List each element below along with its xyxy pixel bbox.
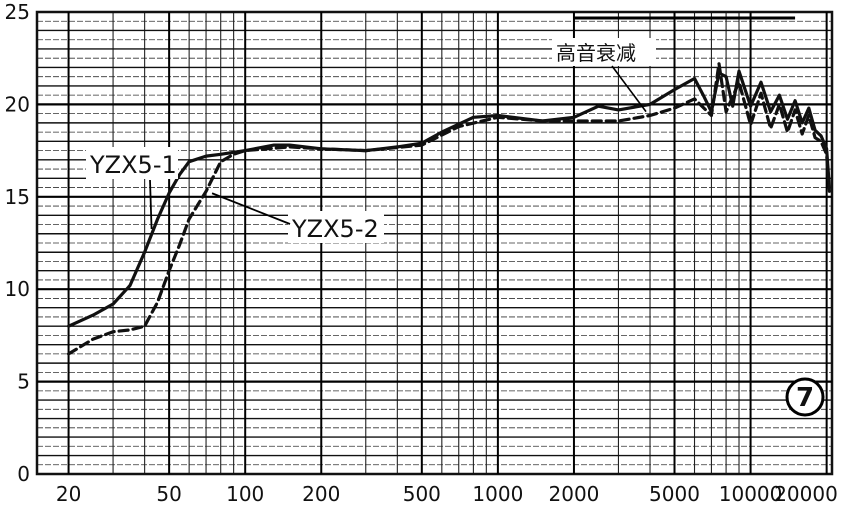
y-tick-label: 5 — [17, 370, 30, 394]
annotation-yzx5-2-bg — [288, 211, 384, 243]
annotation-treble-attenuation: 高音衰减 — [556, 41, 636, 65]
x-tick-label: 1000 — [472, 482, 523, 506]
x-tick-label: 500 — [403, 482, 441, 506]
x-tick-label: 2000 — [549, 482, 600, 506]
series-line-yzx5-1 — [67, 69, 831, 328]
y-tick-label: 0 — [17, 462, 30, 486]
x-tick-label: 50 — [156, 482, 181, 506]
x-tick-label: 20000 — [774, 482, 838, 506]
annotation-yzx5-1-bg — [86, 147, 178, 179]
y-tick-label: 25 — [5, 0, 30, 24]
annotation-yzx5-1: YZX5-1 — [89, 151, 177, 179]
x-tick-label: 5000 — [649, 482, 700, 506]
series-layer — [67, 62, 831, 356]
annotation-treble-attenuation-bg — [552, 38, 656, 66]
x-tick-label: 20 — [56, 482, 81, 506]
figure-number-circle — [785, 377, 825, 417]
annotations: YZX5-1 YZX5-2 高音衰减 7 — [86, 38, 825, 417]
series-line-yzx5-2 — [67, 62, 831, 356]
plot-frame — [35, 10, 834, 476]
annotation-yzx5-2: YZX5-2 — [291, 215, 379, 243]
figure-number: 7 — [796, 383, 814, 413]
x-tick-label: 200 — [302, 482, 340, 506]
y-tick-label: 20 — [5, 92, 30, 116]
tick-labels: 0 5 10 15 20 25 20 50 100 200 500 1000 2000 5000 10000… — [5, 0, 838, 506]
x-tick-label: 100 — [226, 482, 264, 506]
y-tick-label: 10 — [5, 277, 30, 301]
x-tick-label: 10000 — [719, 482, 783, 506]
leader-treble-attenuation — [611, 65, 647, 113]
y-tick-label: 15 — [5, 185, 30, 209]
leader-yzx5-1 — [149, 179, 153, 230]
leader-yzx5-2 — [211, 192, 291, 225]
